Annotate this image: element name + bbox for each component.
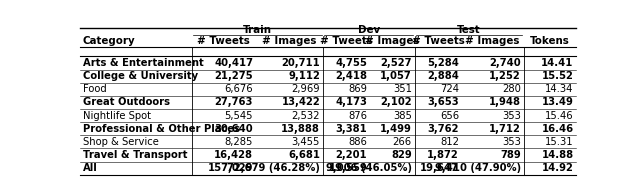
Text: Shop & Service: Shop & Service [83,137,159,147]
Text: 9,410 (47.90%): 9,410 (47.90%) [435,163,521,173]
Text: 789: 789 [500,150,521,160]
Text: 5,284: 5,284 [427,58,459,68]
Text: Tokens: Tokens [530,36,570,46]
Text: 886: 886 [348,137,367,147]
Text: # Images: # Images [465,36,520,46]
Text: # Images: # Images [262,36,317,46]
Text: 876: 876 [348,111,367,121]
Text: Test: Test [458,25,481,35]
Text: 1,499: 1,499 [380,124,412,134]
Text: # Tweets: # Tweets [197,36,250,46]
Text: College & University: College & University [83,71,198,81]
Text: 14.41: 14.41 [541,58,573,68]
Text: 14.92: 14.92 [541,163,573,173]
Text: 15.46: 15.46 [545,111,573,121]
Text: 3,653: 3,653 [428,98,459,107]
Text: Category: Category [83,36,136,46]
Text: 353: 353 [502,137,521,147]
Text: 1,057: 1,057 [380,71,412,81]
Text: # Tweets: # Tweets [320,36,372,46]
Text: 13.49: 13.49 [541,98,573,107]
Text: 1,252: 1,252 [489,71,521,81]
Text: 656: 656 [440,111,459,121]
Text: Food: Food [83,84,107,94]
Text: Travel & Transport: Travel & Transport [83,150,188,160]
Text: 385: 385 [393,111,412,121]
Text: 829: 829 [391,150,412,160]
Text: 2,740: 2,740 [490,58,521,68]
Text: 5,545: 5,545 [225,111,253,121]
Text: 9,006 (46.05%): 9,006 (46.05%) [326,163,412,173]
Text: 280: 280 [502,84,521,94]
Text: 9,112: 9,112 [288,71,320,81]
Text: Great Outdoors: Great Outdoors [83,98,170,107]
Text: 1,872: 1,872 [427,150,459,160]
Text: 19,647: 19,647 [420,163,459,173]
Text: 14.88: 14.88 [541,150,573,160]
Text: 3,762: 3,762 [428,124,459,134]
Text: 157,029: 157,029 [207,163,253,173]
Text: 21,275: 21,275 [214,71,253,81]
Text: 353: 353 [502,111,521,121]
Text: 30,640: 30,640 [214,124,253,134]
Text: 2,102: 2,102 [380,98,412,107]
Text: 351: 351 [393,84,412,94]
Text: 869: 869 [348,84,367,94]
Text: 27,763: 27,763 [215,98,253,107]
Text: 4,755: 4,755 [335,58,367,68]
Text: # Images: # Images [365,36,419,46]
Text: 72,679 (46.28%): 72,679 (46.28%) [227,163,320,173]
Text: 8,285: 8,285 [225,137,253,147]
Text: 2,527: 2,527 [380,58,412,68]
Text: # Tweets: # Tweets [412,36,465,46]
Text: Professional & Other Places: Professional & Other Places [83,124,240,134]
Text: 2,532: 2,532 [292,111,320,121]
Text: 40,417: 40,417 [214,58,253,68]
Text: 13,422: 13,422 [282,98,320,107]
Text: 3,381: 3,381 [335,124,367,134]
Text: 812: 812 [440,137,459,147]
Text: 2,969: 2,969 [291,84,320,94]
Text: 2,884: 2,884 [427,71,459,81]
Text: 2,201: 2,201 [335,150,367,160]
Text: 6,676: 6,676 [225,84,253,94]
Text: 13,888: 13,888 [281,124,320,134]
Text: Arts & Entertainment: Arts & Entertainment [83,58,204,68]
Text: 1,948: 1,948 [489,98,521,107]
Text: 4,173: 4,173 [335,98,367,107]
Text: Nightlife Spot: Nightlife Spot [83,111,151,121]
Text: Dev: Dev [358,25,380,35]
Text: 1,712: 1,712 [489,124,521,134]
Text: 15.31: 15.31 [545,137,573,147]
Text: 266: 266 [393,137,412,147]
Text: 19,559: 19,559 [328,163,367,173]
Text: 3,455: 3,455 [292,137,320,147]
Text: Train: Train [243,25,271,35]
Text: 16,428: 16,428 [214,150,253,160]
Text: 14.34: 14.34 [545,84,573,94]
Text: All: All [83,163,98,173]
Text: 724: 724 [440,84,459,94]
Text: 6,681: 6,681 [288,150,320,160]
Text: 20,711: 20,711 [282,58,320,68]
Text: 16.46: 16.46 [541,124,573,134]
Text: 2,418: 2,418 [335,71,367,81]
Text: 15.52: 15.52 [541,71,573,81]
